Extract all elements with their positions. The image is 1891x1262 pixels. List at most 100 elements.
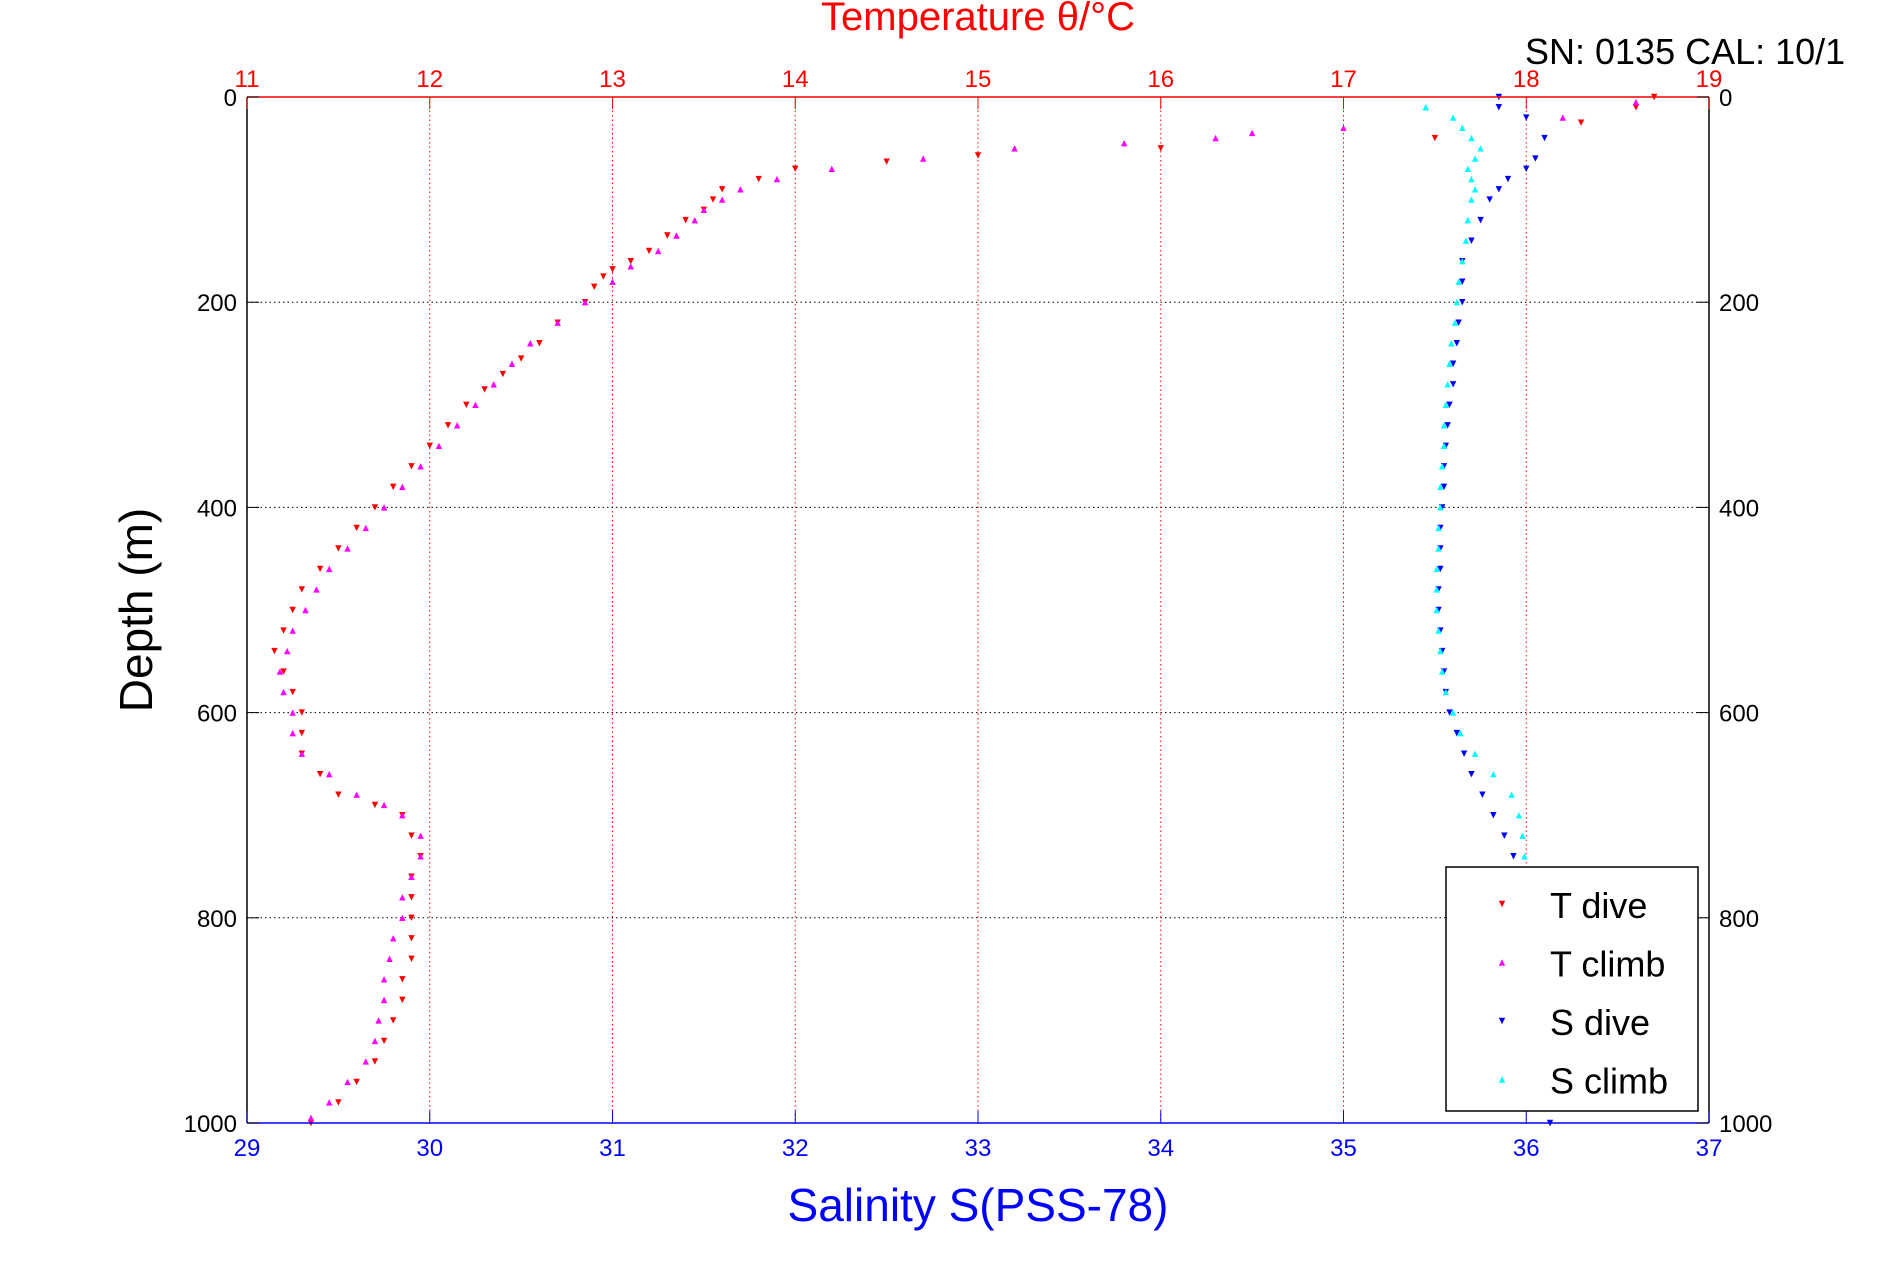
- data-point: [375, 1017, 382, 1024]
- data-point: [1444, 422, 1451, 429]
- series-s-climb: [1422, 104, 1528, 860]
- data-point: [408, 914, 415, 921]
- series-t-dive: [271, 93, 1658, 1127]
- data-point: [371, 801, 379, 809]
- data-point: [1431, 134, 1439, 142]
- data-point: [499, 370, 507, 378]
- temperature-tick-label: 13: [599, 66, 626, 93]
- data-point: [390, 1017, 397, 1024]
- data-point: [627, 263, 634, 270]
- data-point: [280, 688, 287, 696]
- data-point: [1462, 237, 1470, 244]
- data-point: [1449, 381, 1457, 388]
- data-point: [444, 422, 452, 429]
- data-point: [362, 524, 369, 532]
- data-point: [289, 688, 296, 696]
- legend-label: T climb: [1550, 944, 1665, 985]
- axes: 11 12 13 14 15 16 17 18 19 29 30 31 32 33 34 35 36 37 0 0 20…: [184, 66, 1773, 1162]
- data-point: [298, 729, 306, 737]
- data-point: [380, 976, 388, 983]
- data-point: [1449, 360, 1457, 367]
- depth-tick-label-left: 0: [224, 85, 237, 112]
- chart-title: Temperature θ/°C: [821, 0, 1135, 39]
- data-point: [1422, 104, 1429, 111]
- data-point: [399, 976, 406, 983]
- data-point: [326, 565, 333, 573]
- salinity-tick-label: 34: [1147, 1135, 1174, 1162]
- data-point: [408, 463, 415, 470]
- data-point: [1532, 155, 1539, 162]
- data-point: [1459, 299, 1466, 306]
- data-point: [1248, 129, 1256, 137]
- data-point: [517, 355, 525, 362]
- data-point: [1632, 104, 1640, 111]
- data-point: [755, 175, 762, 183]
- data-point: [408, 873, 415, 880]
- data-point: [289, 627, 296, 634]
- legend-marker: [1498, 1017, 1506, 1025]
- data-point: [581, 299, 589, 306]
- depth-tick-label-right: 200: [1719, 290, 1759, 317]
- data-point: [408, 935, 415, 942]
- data-point: [276, 668, 284, 675]
- data-point: [508, 360, 516, 367]
- data-point: [600, 273, 607, 280]
- temperature-tick-label: 11: [235, 66, 260, 93]
- data-point: [335, 545, 342, 552]
- data-point: [417, 832, 424, 839]
- data-point: [344, 1078, 351, 1086]
- data-point: [399, 996, 406, 1004]
- data-point: [974, 152, 982, 159]
- legend-marker: [1498, 959, 1506, 966]
- data-point: [737, 186, 744, 193]
- data-point: [682, 216, 689, 224]
- salinity-tick-label: 33: [965, 1135, 992, 1162]
- salinity-tick-label: 37: [1696, 1135, 1723, 1162]
- data-point: [371, 1058, 379, 1065]
- data-point: [1442, 401, 1450, 408]
- data-point: [1437, 483, 1444, 491]
- data-point: [919, 155, 927, 162]
- depth-tick-label-right: 600: [1719, 701, 1759, 728]
- data-point: [408, 832, 415, 839]
- data-point: [1559, 114, 1566, 121]
- temperature-tick-label: 15: [965, 66, 992, 93]
- data-point: [1437, 647, 1444, 655]
- depth-tick-label-right: 400: [1719, 495, 1759, 522]
- data-point: [298, 750, 306, 757]
- data-point: [1541, 134, 1548, 142]
- data-point: [481, 386, 488, 393]
- data-point: [1468, 134, 1475, 142]
- data-point: [1519, 832, 1526, 839]
- data-point: [1457, 729, 1464, 737]
- data-point: [1446, 709, 1453, 716]
- data-point: [1477, 145, 1484, 152]
- data-point: [399, 483, 406, 491]
- data-point: [718, 186, 726, 193]
- data-point: [673, 232, 680, 239]
- data-point: [408, 894, 415, 901]
- data-point: [1460, 750, 1468, 757]
- salinity-tick-label: 31: [599, 1135, 626, 1162]
- data-point: [1437, 565, 1444, 573]
- depth-tick-label-right: 800: [1719, 906, 1759, 933]
- data-point: [463, 401, 470, 408]
- legend-label: S climb: [1550, 1061, 1668, 1102]
- data-point: [1442, 688, 1450, 696]
- depth-tick-label-right: 0: [1719, 85, 1732, 112]
- data-point: [371, 1037, 379, 1045]
- data-point: [472, 401, 479, 408]
- data-point: [326, 770, 333, 778]
- depth-tick-label-left: 800: [197, 906, 237, 933]
- data-point: [289, 729, 296, 737]
- temperature-tick-label: 18: [1513, 66, 1540, 93]
- salinity-tick-label: 32: [782, 1135, 809, 1162]
- data-point: [316, 565, 324, 573]
- data-point: [408, 955, 415, 963]
- legend-marker: [1498, 1076, 1506, 1083]
- data-point: [1440, 483, 1448, 491]
- data-point: [1459, 257, 1466, 265]
- data-point: [1495, 186, 1503, 193]
- data-point: [298, 709, 306, 716]
- data-point: [1433, 565, 1440, 573]
